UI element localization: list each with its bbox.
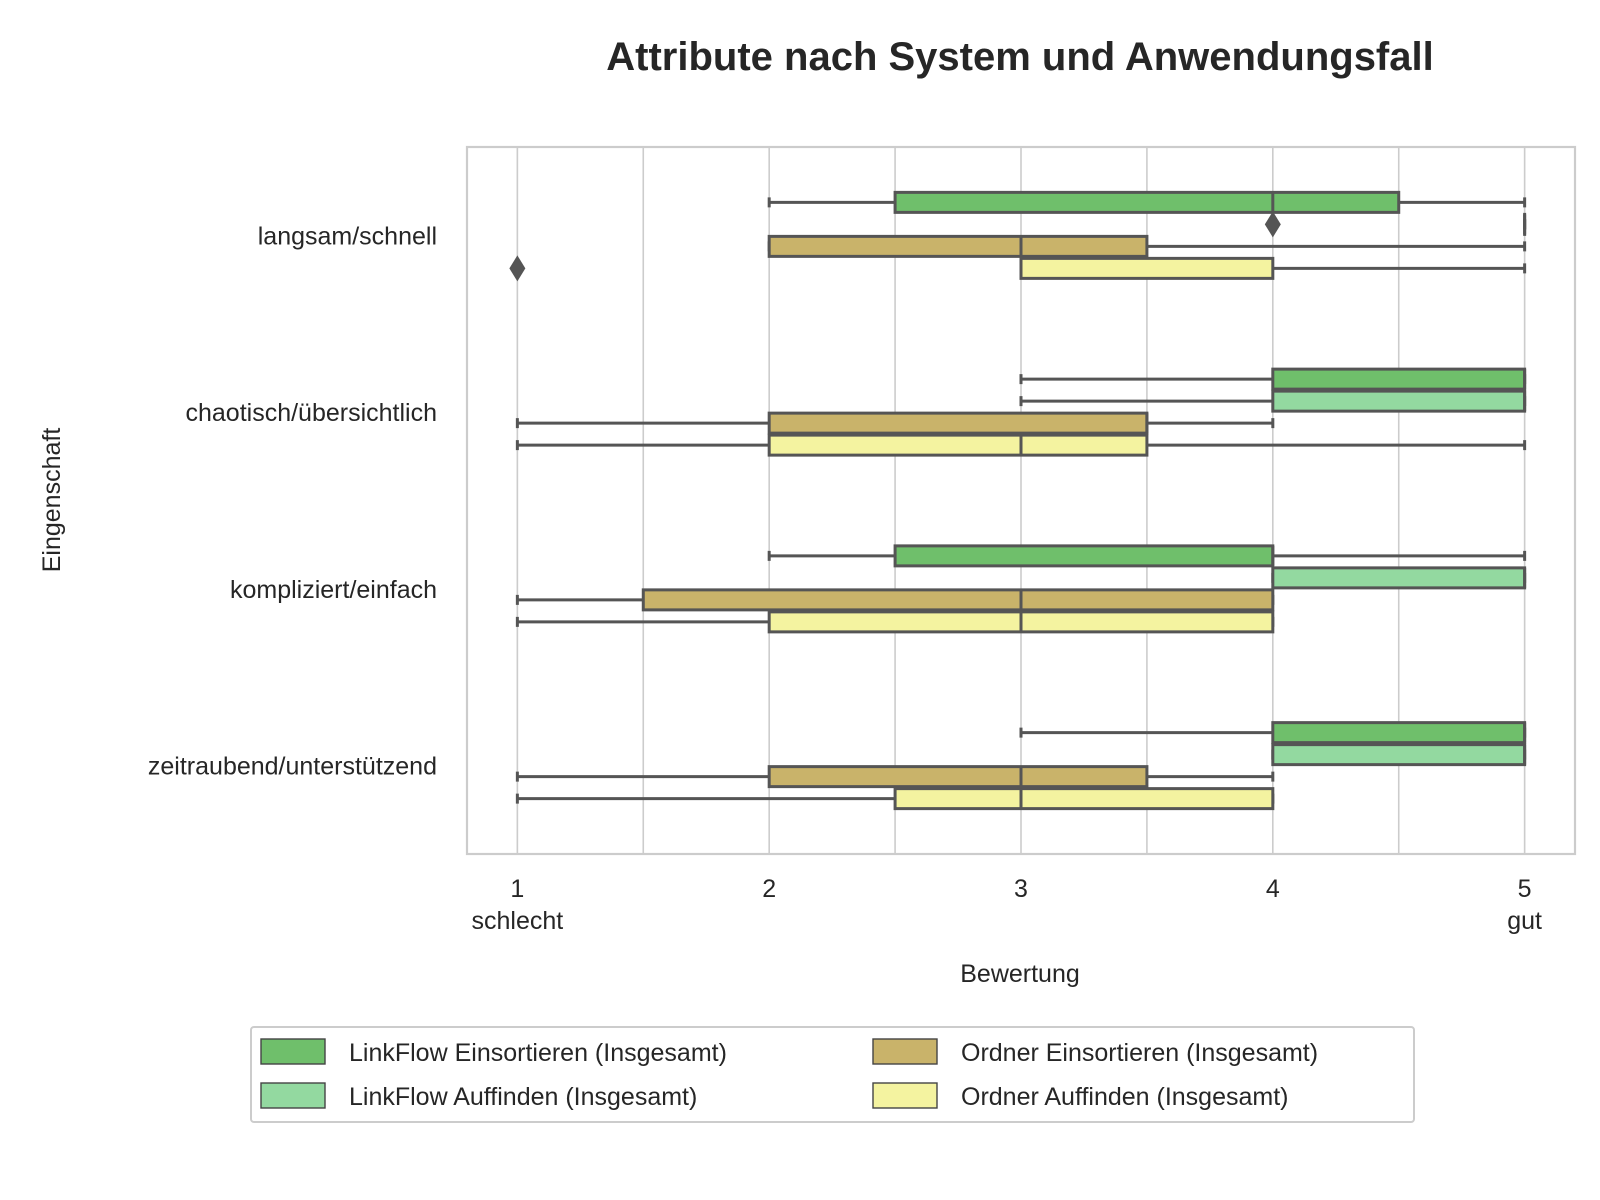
box-group bbox=[1019, 389, 1527, 413]
legend-frame bbox=[250, 1026, 1415, 1123]
box bbox=[767, 411, 1149, 435]
outlier-point bbox=[1264, 211, 1281, 238]
y-tick-label: langsam/schnell bbox=[258, 222, 437, 250]
box bbox=[1271, 721, 1527, 745]
x-tick-labels: 1 schlecht 2 3 4 5 gut bbox=[472, 875, 1543, 935]
plot-frame bbox=[465, 145, 1577, 856]
y-tick-labels: langsam/schnell chaotisch/übersichtlich ko… bbox=[148, 222, 437, 780]
box bbox=[641, 588, 1275, 612]
box-group bbox=[515, 610, 1275, 634]
box-group bbox=[1271, 743, 1527, 767]
legend-swatch bbox=[260, 1038, 326, 1065]
legend-swatch bbox=[872, 1038, 938, 1065]
x-tick-label: 2 bbox=[762, 875, 776, 903]
boxes bbox=[509, 190, 1527, 811]
box-group bbox=[1264, 211, 1527, 238]
box-group bbox=[767, 234, 1527, 258]
outlier-point bbox=[509, 255, 526, 282]
box bbox=[893, 190, 1401, 214]
y-axis-label: Eingenschaft bbox=[38, 428, 66, 573]
box bbox=[1271, 743, 1527, 767]
x-tick-sublabel: schlecht bbox=[472, 907, 564, 935]
box-group bbox=[767, 190, 1527, 214]
legend: LinkFlow Einsortieren (Insgesamt) LinkFlo… bbox=[250, 1026, 1415, 1123]
x-axis-label: Bewertung bbox=[960, 960, 1080, 988]
box bbox=[767, 765, 1149, 789]
x-tick-label: 5 bbox=[1518, 875, 1532, 903]
box-group bbox=[1019, 367, 1527, 391]
box bbox=[1271, 367, 1527, 391]
box bbox=[767, 234, 1149, 258]
legend-label: LinkFlow Einsortieren (Insgesamt) bbox=[349, 1039, 727, 1067]
y-tick-label: kompliziert/einfach bbox=[230, 576, 437, 604]
box-group bbox=[767, 544, 1527, 568]
box bbox=[893, 787, 1275, 811]
box-group bbox=[509, 255, 1527, 282]
legend-label: Ordner Einsortieren (Insgesamt) bbox=[961, 1039, 1318, 1067]
box-group bbox=[515, 411, 1275, 435]
box-group bbox=[1019, 721, 1527, 745]
x-tick-label: 3 bbox=[1014, 875, 1028, 903]
box-group bbox=[515, 433, 1527, 457]
box-group bbox=[1271, 566, 1527, 590]
legend-swatch bbox=[872, 1082, 938, 1109]
x-tick-label: 1 bbox=[510, 875, 524, 903]
box bbox=[893, 544, 1275, 568]
box bbox=[1271, 566, 1527, 590]
legend-label: Ordner Auffinden (Insgesamt) bbox=[961, 1083, 1289, 1111]
x-tick-label: 4 bbox=[1266, 875, 1280, 903]
box bbox=[767, 433, 1149, 457]
box-group bbox=[515, 588, 1275, 612]
legend-swatch bbox=[260, 1082, 326, 1109]
x-tick-sublabel: gut bbox=[1507, 907, 1542, 935]
box bbox=[1019, 256, 1275, 280]
chart-title: Attribute nach System und Anwendungsfall bbox=[606, 35, 1433, 79]
box-group bbox=[515, 787, 1275, 811]
y-tick-label: zeitraubend/unterstützend bbox=[148, 753, 437, 781]
y-tick-label: chaotisch/übersichtlich bbox=[185, 399, 437, 427]
box-group bbox=[515, 765, 1275, 789]
box bbox=[1271, 389, 1527, 413]
legend-label: LinkFlow Auffinden (Insgesamt) bbox=[349, 1083, 697, 1111]
